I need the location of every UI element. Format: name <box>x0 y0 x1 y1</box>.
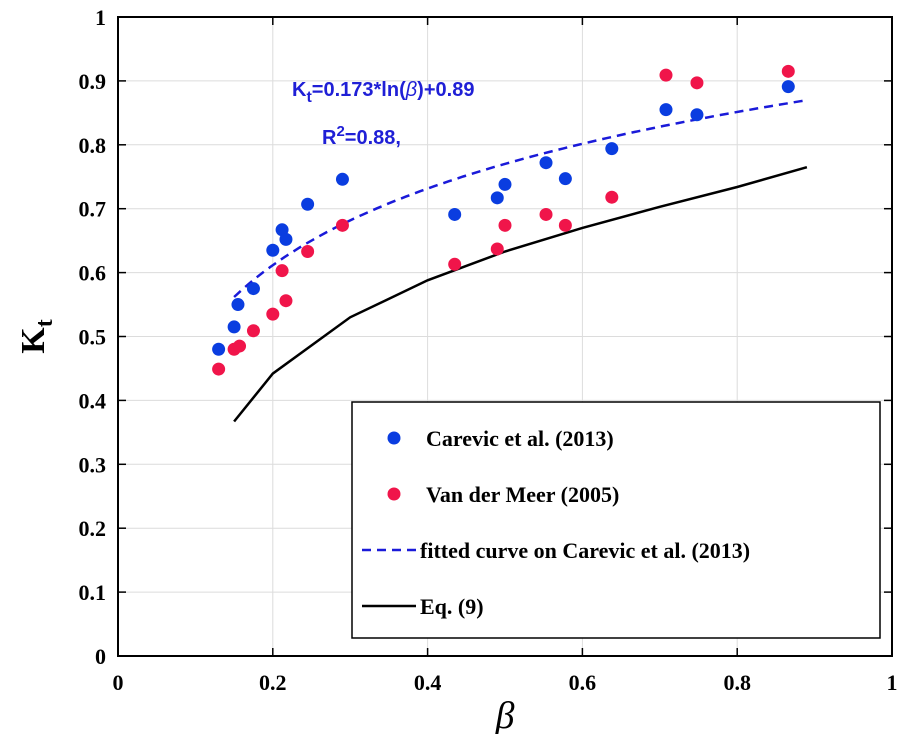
data-point <box>227 320 241 334</box>
series-line <box>233 98 808 298</box>
data-point <box>539 207 553 221</box>
legend-label-van-der-meer: Van der Meer (2005) <box>426 482 619 507</box>
data-point <box>246 324 260 338</box>
data-point <box>335 172 349 186</box>
data-point <box>279 294 293 308</box>
data-point <box>301 197 315 211</box>
x-tick-labels: 0 0.2 0.4 0.6 0.8 1 <box>113 670 898 695</box>
data-point <box>279 232 293 246</box>
data-point <box>448 257 462 271</box>
x-tick-label: 1 <box>887 670 898 695</box>
data-point <box>781 64 795 78</box>
data-point <box>231 298 245 312</box>
legend-marker-van-der-meer <box>387 487 401 501</box>
data-point <box>266 243 280 257</box>
y-tick-label: 0.4 <box>79 388 107 413</box>
series-lines <box>233 98 808 423</box>
data-point <box>233 339 247 353</box>
y-tick-label: 0.7 <box>79 197 107 222</box>
series-line <box>233 165 808 423</box>
y-tick-label: 0.5 <box>79 325 107 350</box>
data-point <box>558 172 572 186</box>
data-point <box>498 218 512 232</box>
legend-label-eq9: Eq. (9) <box>420 594 484 619</box>
data-point <box>558 218 572 232</box>
data-point <box>659 68 673 82</box>
tick-marks <box>117 16 893 657</box>
data-point <box>246 282 260 296</box>
y-tick-label: 0.6 <box>79 261 107 286</box>
x-axis-label: β <box>495 695 515 734</box>
data-point <box>605 142 619 156</box>
legend-box <box>351 401 881 639</box>
y-axis-label-main: K <box>15 327 52 354</box>
legend-label-fitted-curve: fitted curve on Carevic et al. (2013) <box>420 538 750 563</box>
data-point <box>448 207 462 221</box>
data-point <box>266 307 280 321</box>
x-tick-label: 0.6 <box>569 670 597 695</box>
data-point <box>659 103 673 117</box>
data-point <box>605 190 619 204</box>
data-point <box>212 362 226 376</box>
legend-label-carevic: Carevic et al. (2013) <box>426 426 614 451</box>
series-points <box>212 64 795 376</box>
data-point <box>335 218 349 232</box>
data-point <box>301 245 315 259</box>
y-axis-label-sub: t <box>32 319 58 327</box>
y-tick-label: 0.9 <box>79 69 107 94</box>
data-point <box>690 76 704 90</box>
data-point <box>490 242 504 256</box>
y-tick-labels: 0 0.1 0.2 0.3 0.4 0.5 0.6 0.7 0.8 0.9 1 <box>79 5 107 669</box>
data-point <box>490 191 504 205</box>
data-point <box>212 342 226 356</box>
r-squared-annotation: R2=0.88, <box>322 123 401 149</box>
data-point <box>275 264 289 278</box>
y-tick-label: 0.1 <box>79 580 107 605</box>
y-tick-label: 0.3 <box>79 452 107 477</box>
y-tick-label: 0.8 <box>79 133 107 158</box>
y-tick-label: 0.2 <box>79 516 107 541</box>
data-point <box>781 80 795 94</box>
x-tick-label: 0.2 <box>259 670 287 695</box>
y-tick-label: 1 <box>95 5 106 30</box>
fit-equation-annotation: Kt=0.173*ln(β)+0.89 <box>292 79 474 106</box>
x-tick-label: 0 <box>113 670 124 695</box>
legend-marker-carevic <box>387 431 401 445</box>
data-point <box>690 108 704 122</box>
x-tick-label: 0.4 <box>414 670 442 695</box>
data-point <box>539 156 553 170</box>
data-point <box>498 177 512 191</box>
y-tick-label: 0 <box>95 644 106 669</box>
y-axis-label: Kt <box>15 319 58 353</box>
legend: Carevic et al. (2013) Van der Meer (2005… <box>351 401 881 639</box>
x-tick-label: 0.8 <box>723 670 751 695</box>
